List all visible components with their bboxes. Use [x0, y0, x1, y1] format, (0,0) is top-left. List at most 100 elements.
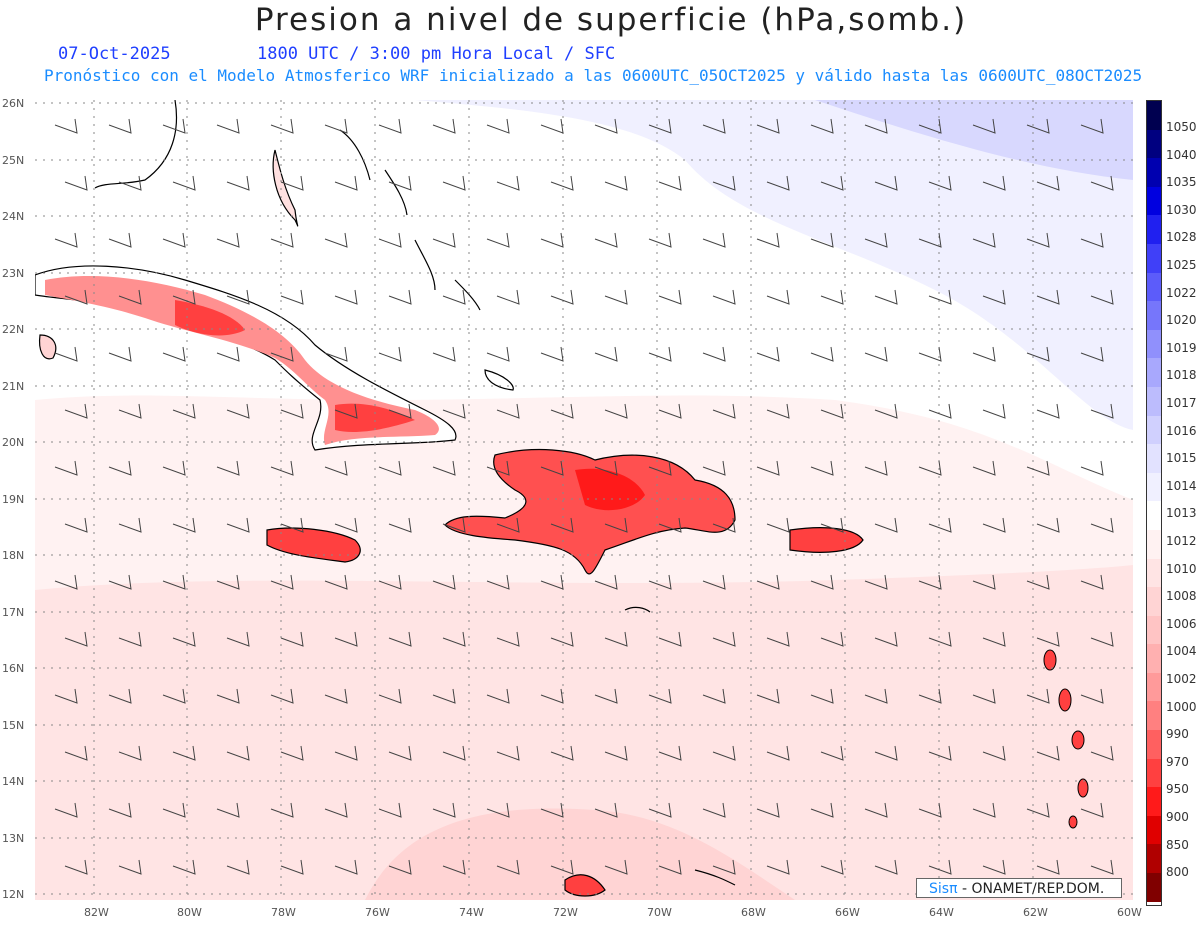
- colorbar-swatch: [1147, 501, 1161, 530]
- wind-barb: [540, 802, 564, 818]
- wind-barb: [918, 346, 942, 362]
- wind-barb: [766, 631, 790, 647]
- wind-barb: [1036, 631, 1060, 647]
- wind-barb: [1090, 403, 1114, 419]
- wind-barb: [982, 631, 1006, 647]
- wind-barb: [756, 802, 780, 818]
- wind-barb: [270, 232, 294, 248]
- wind-barb: [324, 232, 348, 248]
- colorbar-swatch: [1147, 587, 1161, 616]
- wind-barb: [378, 460, 402, 476]
- wind-barb: [226, 175, 250, 191]
- wind-barb: [810, 118, 834, 134]
- wind-barb: [810, 574, 834, 590]
- wind-barb: [712, 517, 736, 533]
- wind-barb: [162, 118, 186, 134]
- wind-barb: [64, 403, 88, 419]
- wind-barb: [108, 232, 132, 248]
- wind-barb: [874, 517, 898, 533]
- wind-barb: [270, 574, 294, 590]
- wind-barb: [216, 118, 240, 134]
- colorbar-swatch: [1147, 301, 1161, 330]
- lat-label: 19N: [2, 493, 25, 506]
- wind-barb: [928, 745, 952, 761]
- wind-barb: [766, 403, 790, 419]
- wind-barb: [64, 859, 88, 875]
- wind-barb: [172, 517, 196, 533]
- wind-barb: [1080, 574, 1104, 590]
- wind-barb: [604, 403, 628, 419]
- colorbar-label: 1017: [1166, 396, 1197, 410]
- wind-barb: [712, 859, 736, 875]
- wind-barb: [820, 175, 844, 191]
- colorbar-label: 1004: [1166, 644, 1197, 659]
- wind-barb: [486, 688, 510, 704]
- colorbar-label: 1010: [1166, 561, 1197, 576]
- lat-label: 22N: [2, 323, 25, 336]
- wind-barb: [118, 289, 142, 305]
- wind-barb: [378, 118, 402, 134]
- wind-barb: [756, 232, 780, 248]
- wind-barb: [1080, 118, 1104, 134]
- wind-barb: [108, 802, 132, 818]
- wind-barb: [1026, 346, 1050, 362]
- colorbar-label: 1025: [1166, 258, 1197, 272]
- wind-barb: [486, 574, 510, 590]
- wind-barb: [334, 859, 358, 875]
- wind-barb: [324, 118, 348, 134]
- wind-barb: [648, 460, 672, 476]
- wind-barb: [756, 574, 780, 590]
- wind-barb: [1080, 688, 1104, 704]
- wind-barb: [1036, 175, 1060, 191]
- wind-barb: [874, 631, 898, 647]
- wind-barb: [810, 460, 834, 476]
- lat-label: 25N: [2, 154, 25, 167]
- wind-barb: [972, 802, 996, 818]
- wind-barb: [54, 688, 78, 704]
- wind-barb: [226, 859, 250, 875]
- wind-barb: [712, 745, 736, 761]
- colorbar-label: 1050: [1166, 120, 1197, 134]
- wind-barb: [334, 745, 358, 761]
- wind-barb: [712, 403, 736, 419]
- wind-barb: [162, 460, 186, 476]
- wind-barb: [118, 745, 142, 761]
- wind-barb: [324, 460, 348, 476]
- wind-barb: [172, 859, 196, 875]
- wind-barb: [324, 802, 348, 818]
- wind-barb: [864, 232, 888, 248]
- wind-barb: [550, 745, 574, 761]
- wind-barb: [1036, 289, 1060, 305]
- wind-barb: [702, 460, 726, 476]
- wind-barb: [216, 232, 240, 248]
- wind-barb: [496, 745, 520, 761]
- wind-barb: [378, 232, 402, 248]
- wind-barb: [756, 460, 780, 476]
- colorbar-label: 1030: [1166, 202, 1197, 217]
- colorbar-label: 950: [1166, 782, 1189, 797]
- wind-barb: [442, 175, 466, 191]
- wind-barb: [64, 745, 88, 761]
- colorbar-label: 1019: [1166, 340, 1197, 355]
- wind-barb: [540, 346, 564, 362]
- wind-barb: [604, 175, 628, 191]
- wind-barb: [648, 118, 672, 134]
- lat-label: 12N: [2, 888, 25, 901]
- colorbar-swatch: [1147, 672, 1161, 702]
- wind-barb: [280, 517, 304, 533]
- wind-barb: [820, 289, 844, 305]
- lat-label: 24N: [2, 210, 25, 223]
- wind-barb: [1036, 859, 1060, 875]
- wind-barb: [162, 232, 186, 248]
- colorbar-label: 1020: [1166, 313, 1197, 328]
- wind-barb: [64, 631, 88, 647]
- lon-label: 62W: [1023, 906, 1048, 919]
- wind-barb: [820, 403, 844, 419]
- wind-barb: [1080, 802, 1104, 818]
- wind-barb: [820, 631, 844, 647]
- wind-barb: [1080, 460, 1104, 476]
- wind-barb: [928, 631, 952, 647]
- wind-barb: [540, 688, 564, 704]
- colorbar-swatch: [1147, 186, 1161, 216]
- wind-barb: [496, 289, 520, 305]
